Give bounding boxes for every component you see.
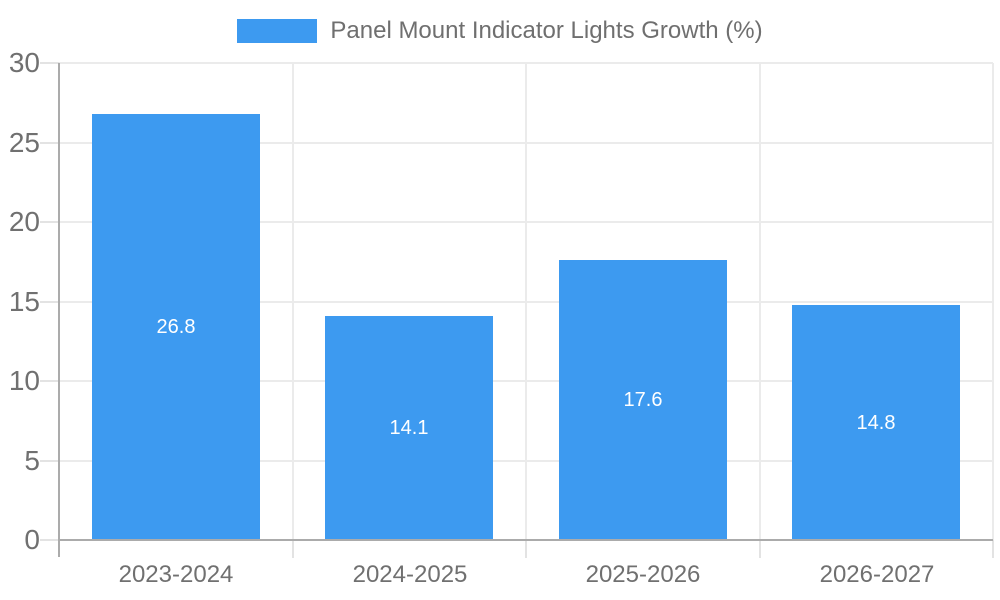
y-axis-line <box>58 63 60 557</box>
legend-label: Panel Mount Indicator Lights Growth (%) <box>330 17 763 44</box>
y-axis-tick-label: 5 <box>24 445 40 476</box>
x-axis-tick <box>292 540 294 558</box>
gridline-vertical <box>525 63 527 540</box>
y-axis-tick <box>40 221 59 223</box>
bar[interactable] <box>325 316 493 540</box>
bar-value-label: 17.6 <box>623 389 663 411</box>
bar[interactable] <box>92 114 260 540</box>
bar-value-label: 14.1 <box>389 417 429 439</box>
x-axis-line <box>58 539 993 541</box>
x-axis-tick <box>759 540 761 558</box>
y-axis-tick <box>40 539 59 541</box>
y-axis-tick-label: 30 <box>8 47 40 78</box>
x-axis-tick <box>992 540 994 558</box>
y-axis-tick <box>40 142 59 144</box>
gridline-vertical <box>992 63 994 540</box>
legend-swatch-icon <box>237 19 318 43</box>
x-axis-category-label: 2025-2026 <box>585 561 701 588</box>
gridline-vertical <box>292 63 294 540</box>
y-axis-tick-label: 0 <box>24 524 40 555</box>
y-axis-tick-label: 15 <box>8 286 40 317</box>
y-axis-tick-label: 25 <box>8 127 40 158</box>
gridline-vertical <box>759 63 761 540</box>
x-axis-tick <box>525 540 527 558</box>
y-axis-tick <box>40 380 59 382</box>
bar-value-label: 14.8 <box>856 412 896 434</box>
y-axis-tick-label: 20 <box>8 206 40 237</box>
x-axis-category-label: 2024-2025 <box>352 561 468 588</box>
y-axis-tick-label: 10 <box>8 365 40 396</box>
bar-value-label: 26.8 <box>156 316 196 338</box>
legend[interactable]: Panel Mount Indicator Lights Growth (%) <box>0 16 1000 46</box>
bar[interactable] <box>559 260 727 540</box>
y-axis-tick <box>40 62 59 64</box>
x-axis-category-label: 2023-2024 <box>118 561 234 588</box>
bar[interactable] <box>792 305 960 540</box>
y-axis-tick <box>40 460 59 462</box>
y-axis-tick <box>40 301 59 303</box>
x-axis-category-label: 2026-2027 <box>819 561 935 588</box>
